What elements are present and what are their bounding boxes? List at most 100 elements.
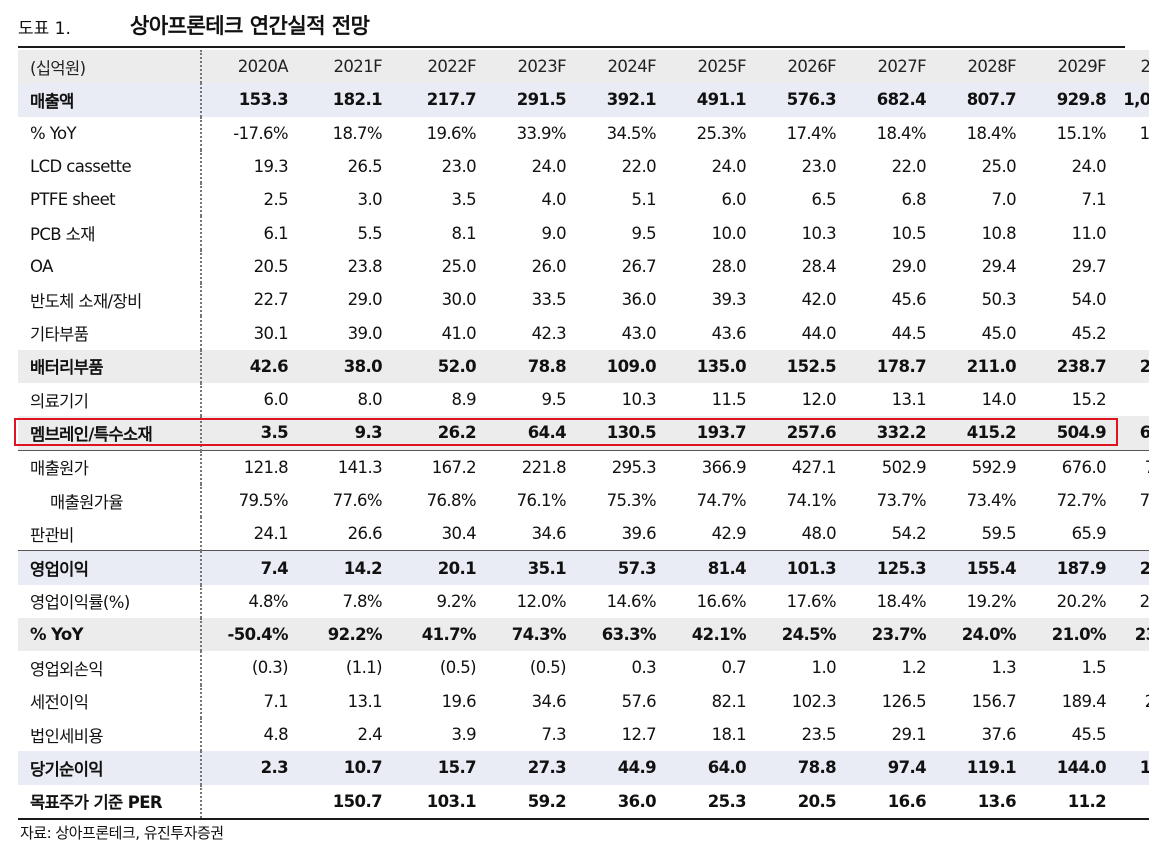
table-cell: 16.6%	[662, 584, 752, 619]
table-cell	[206, 784, 294, 820]
table-cell: 3.9	[388, 717, 482, 752]
table-cell: 37.6	[932, 717, 1022, 752]
table-row: 반도체 소재/장비 22.7 29.0 30.0 33.5 36.0 39.3 42.0 45.…	[18, 283, 1149, 317]
row-label: 반도체 소재/장비	[18, 283, 201, 317]
table-cell: (0.5)	[482, 651, 572, 685]
figure-title-row: 도표 1. 상아프론테크 연간실적 전망	[18, 4, 1128, 44]
header-year: 2022F	[388, 50, 482, 84]
table-cell: (1.1)	[294, 651, 388, 685]
table-cell: 11.5	[662, 382, 752, 417]
table-cell: 73.7%	[842, 483, 932, 518]
table-cell: 23.0	[752, 149, 842, 184]
row-label: 의료기기	[18, 382, 201, 417]
table-cell: 4.8	[206, 717, 294, 752]
table-cell: 57.3	[572, 550, 662, 585]
table-cell: 21.2%	[1112, 584, 1149, 619]
table-cell: 23.5	[752, 717, 842, 752]
table-cell: 44.9	[572, 751, 662, 785]
column-separator	[200, 684, 206, 718]
table-cell: 682.4	[842, 83, 932, 117]
table-cell: 12.0%	[482, 584, 572, 619]
table-cell: -50.4%	[206, 618, 294, 652]
table-cell: 38.0	[294, 349, 388, 383]
figure-title: 상아프론테크 연간실적 전망	[130, 14, 370, 38]
table-cell: 2.4	[294, 717, 388, 752]
table-cell: 427.1	[752, 449, 842, 484]
column-separator	[200, 449, 206, 484]
table-cell: 27.3	[482, 751, 572, 785]
table-cell: 102.3	[752, 684, 842, 718]
table-cell: 29.0	[842, 249, 932, 284]
table-cell: 18.4%	[842, 584, 932, 619]
table-row: 법인세비용 4.8 2.4 3.9 7.3 12.7 18.1 23.5 29.1 37.6 45.…	[18, 717, 1149, 752]
column-separator	[200, 751, 206, 785]
table-cell: 10.5	[842, 216, 932, 250]
table-cell: 3.5	[388, 183, 482, 217]
column-separator	[200, 382, 206, 417]
table-cell: 13.6	[932, 784, 1022, 820]
table-cell: (0.5)	[388, 651, 482, 685]
column-separator	[200, 584, 206, 619]
table-cell: 45.0	[932, 316, 1022, 350]
table-cell: 13.1	[294, 684, 388, 718]
table-cell: 23.0	[388, 149, 482, 184]
table-cell: 22.7	[206, 283, 294, 317]
table-cell: 44.0	[752, 316, 842, 350]
table-cell: 29.0	[294, 283, 388, 317]
table-cell: 20.2%	[1022, 584, 1112, 619]
table-cell: 1.2	[842, 651, 932, 685]
table-cell: 42.1%	[662, 618, 752, 652]
table-cell: 14.6%	[572, 584, 662, 619]
table-cell: 59.5	[932, 517, 1022, 551]
table-cell: 125.3	[842, 550, 932, 585]
table-cell: 29.1	[842, 717, 932, 752]
table-cell: 78.8	[482, 349, 572, 383]
table-cell: 101.3	[752, 550, 842, 585]
table-cell: 152.5	[752, 349, 842, 383]
table-cell: 1.4	[1112, 651, 1149, 685]
table-row: 당기순이익 2.3 10.7 15.7 27.3 44.9 64.0 78.8 97.4 119.…	[18, 751, 1149, 785]
table-cell: 4.8%	[206, 584, 294, 619]
column-separator	[200, 784, 206, 820]
column-separator	[200, 618, 206, 652]
table-cell: 167.2	[388, 449, 482, 484]
table-cell: 10.0	[662, 216, 752, 250]
table-cell: 182.1	[294, 83, 388, 117]
table-cell: 74.3%	[482, 618, 572, 652]
table-cell: 28.0	[662, 249, 752, 284]
table-cell: 20.1	[388, 550, 482, 585]
row-label: 판관비	[18, 517, 201, 551]
table-cell: 23.6%	[1112, 618, 1149, 652]
table-row: % YoY -17.6% 18.7% 19.6% 33.9% 34.5% 25.3% 17.4…	[18, 116, 1149, 150]
table-row: 세전이익 7.1 13.1 19.6 34.6 57.6 82.1 102.3 126.5 156…	[18, 684, 1149, 718]
table-cell: 7.3	[1112, 183, 1149, 217]
table-cell: 14.0	[932, 382, 1022, 417]
table-cell: 24.1	[206, 517, 294, 551]
table-row: 매출원가율 79.5% 77.6% 76.8% 76.1% 75.3% 74.7% 74.1%…	[18, 483, 1149, 518]
table-cell: 135.0	[662, 349, 752, 383]
table-cell: 17.6%	[752, 584, 842, 619]
row-label: % YoY	[18, 618, 201, 652]
row-label: 매출원가율	[18, 483, 201, 518]
table-cell: 7.4	[206, 550, 294, 585]
table-cell: 41.0	[388, 316, 482, 350]
table-cell: 178.7	[842, 349, 932, 383]
table-cell: 48.0	[752, 517, 842, 551]
table-cell: 30.4	[388, 517, 482, 551]
table-cell: 7.0	[932, 183, 1022, 217]
table-cell: 332.2	[842, 416, 932, 451]
column-separator	[200, 517, 206, 551]
table-cell: 5.1	[572, 183, 662, 217]
table-cell: 6.0	[662, 183, 752, 217]
table-cell: 25.3	[662, 784, 752, 820]
table-cell: 22.0	[842, 149, 932, 184]
table-cell: 491.1	[662, 83, 752, 117]
row-label: 영업외손익	[18, 651, 201, 685]
table-cell: 6.8	[842, 183, 932, 217]
table-cell: 15.2	[1022, 382, 1112, 417]
table-cell: 141.3	[294, 449, 388, 484]
table-cell: 72.2%	[1112, 483, 1149, 518]
table-cell: 103.1	[388, 784, 482, 820]
table-cell: 187.9	[1022, 550, 1112, 585]
table-row: 기타부품 30.1 39.0 41.0 42.3 43.0 43.6 44.0 44.5 45.0…	[18, 316, 1149, 350]
